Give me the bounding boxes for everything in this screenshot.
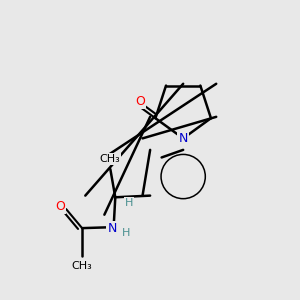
Text: N: N xyxy=(178,132,188,145)
Text: H: H xyxy=(125,198,134,208)
Text: CH₃: CH₃ xyxy=(72,261,92,271)
Text: O: O xyxy=(55,200,65,213)
Text: N: N xyxy=(107,222,117,235)
Text: H: H xyxy=(122,228,130,238)
Text: O: O xyxy=(135,95,145,108)
Text: CH₃: CH₃ xyxy=(99,154,120,164)
